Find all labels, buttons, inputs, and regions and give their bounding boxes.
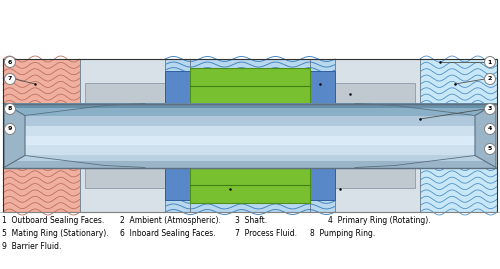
Bar (4, 157, 496, 160)
Circle shape (484, 73, 496, 84)
Bar (335, 83, 415, 104)
Bar (4, 138, 496, 140)
Bar (85, 168, 165, 187)
Bar (85, 83, 165, 104)
Circle shape (484, 56, 496, 68)
Bar (335, 168, 420, 212)
Bar (4, 137, 496, 139)
Circle shape (4, 56, 16, 68)
Bar (4, 108, 496, 110)
Bar (335, 59, 420, 104)
Bar (4, 133, 496, 136)
Bar (4, 117, 496, 119)
Text: 9: 9 (8, 126, 12, 132)
Bar (310, 168, 335, 200)
Polygon shape (4, 104, 25, 168)
Bar (4, 111, 496, 113)
Bar (4, 149, 496, 151)
Bar (4, 132, 496, 134)
Text: 9  Barrier Fluid.: 9 Barrier Fluid. (2, 242, 62, 251)
Circle shape (484, 104, 496, 115)
Bar (190, 168, 310, 203)
Circle shape (4, 73, 16, 84)
Bar (4, 106, 496, 108)
Bar (4, 141, 496, 143)
Bar (4, 127, 496, 129)
Bar (4, 109, 496, 111)
Bar (4, 103, 496, 105)
Bar (4, 153, 496, 155)
Text: 4: 4 (488, 126, 492, 132)
Bar (4, 164, 496, 166)
Text: 2: 2 (488, 76, 492, 82)
Bar (4, 113, 496, 115)
Bar (4, 114, 496, 116)
Bar (4, 121, 496, 123)
Circle shape (484, 123, 496, 134)
Bar (190, 68, 310, 104)
Bar (3, 59, 497, 104)
Bar (4, 119, 496, 121)
Text: 6: 6 (8, 59, 12, 65)
Polygon shape (475, 104, 496, 168)
Text: 4  Primary Ring (Rotating).: 4 Primary Ring (Rotating). (328, 216, 430, 225)
Bar (80, 168, 165, 212)
Bar (165, 168, 335, 212)
Bar (4, 161, 496, 163)
Bar (4, 143, 496, 145)
Bar (4, 116, 496, 118)
Bar (4, 145, 496, 147)
Bar (420, 59, 497, 104)
Bar (4, 135, 496, 137)
Bar (4, 130, 496, 132)
Text: 5: 5 (488, 147, 492, 151)
Bar (4, 122, 496, 124)
Bar (4, 159, 496, 161)
Bar (4, 124, 496, 126)
Bar (4, 165, 496, 168)
Circle shape (4, 104, 16, 115)
Bar (420, 168, 497, 212)
Bar (4, 146, 496, 148)
Text: 7  Process Fluid.: 7 Process Fluid. (235, 229, 297, 238)
Text: 3: 3 (488, 107, 492, 111)
Bar (4, 154, 496, 156)
Bar (165, 168, 190, 200)
Bar (165, 72, 190, 104)
Text: 7: 7 (8, 76, 12, 82)
Bar (4, 105, 496, 107)
Text: 1  Outboard Sealing Faces.: 1 Outboard Sealing Faces. (2, 216, 104, 225)
Bar (335, 168, 415, 187)
Bar (4, 140, 496, 142)
Bar (4, 156, 496, 158)
Bar (80, 59, 165, 104)
Bar (3, 59, 497, 212)
Bar (3, 59, 80, 104)
Bar (3, 168, 80, 212)
Bar (4, 125, 496, 128)
Bar (3, 168, 497, 212)
Bar (165, 59, 335, 104)
Bar (4, 162, 496, 164)
Circle shape (484, 143, 496, 154)
Bar (4, 129, 496, 131)
Text: 1: 1 (488, 59, 492, 65)
Bar (4, 148, 496, 150)
Text: 8: 8 (8, 107, 12, 111)
Text: 8  Pumping Ring.: 8 Pumping Ring. (310, 229, 375, 238)
Circle shape (4, 123, 16, 134)
Text: 3  Shaft.: 3 Shaft. (235, 216, 267, 225)
Text: 5  Mating Ring (Stationary).: 5 Mating Ring (Stationary). (2, 229, 108, 238)
Text: 2  Ambient (Atmospheric).: 2 Ambient (Atmospheric). (120, 216, 221, 225)
Bar (310, 72, 335, 104)
Text: 6  Inboard Sealing Faces.: 6 Inboard Sealing Faces. (120, 229, 216, 238)
Bar (4, 151, 496, 153)
